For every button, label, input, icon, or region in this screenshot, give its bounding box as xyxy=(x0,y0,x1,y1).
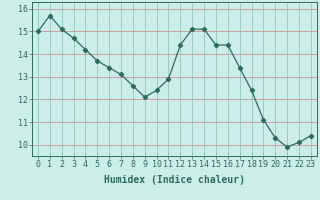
X-axis label: Humidex (Indice chaleur): Humidex (Indice chaleur) xyxy=(104,175,245,185)
